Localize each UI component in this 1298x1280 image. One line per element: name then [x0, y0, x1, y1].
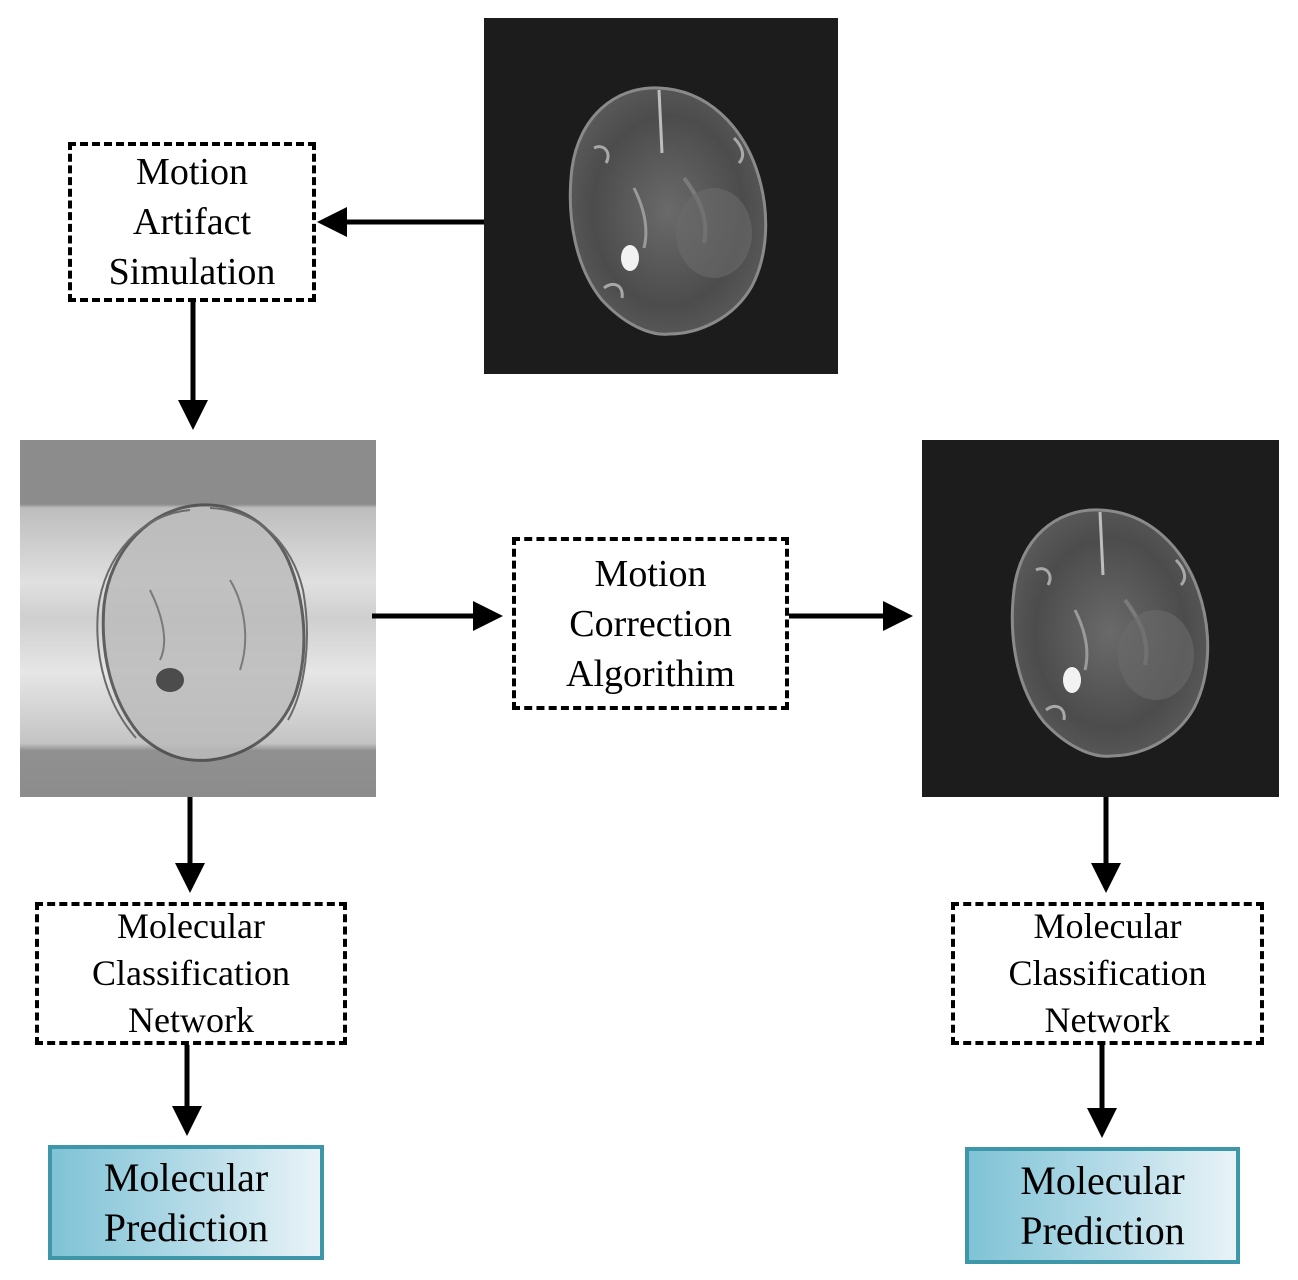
- classifier-right-line-1: Molecular: [1033, 906, 1182, 946]
- motion-corrupted-scan: [20, 440, 376, 797]
- molecular-prediction-right-box: Molecular Prediction: [965, 1147, 1240, 1264]
- brain-slice-corrected: [1010, 508, 1210, 758]
- simulation-line-3: Simulation: [108, 251, 276, 293]
- classifier-right-line-3: Network: [1044, 1000, 1171, 1040]
- classifier-left-line-1: Molecular: [117, 906, 265, 946]
- correction-line-2: Correction: [569, 602, 732, 645]
- molecular-prediction-left-box: Molecular Prediction: [48, 1145, 324, 1260]
- prediction-left-line-1: Molecular: [103, 1154, 269, 1200]
- correction-line-1: Motion: [594, 552, 707, 595]
- prediction-right-line-2: Prediction: [1020, 1207, 1185, 1253]
- simulation-line-2: Artifact: [132, 201, 252, 243]
- brain-slice-corrupted: [96, 503, 308, 762]
- brain-slice-original: [568, 86, 768, 336]
- motion-correction-box: Motion Correction Algorithim: [512, 537, 789, 710]
- simulation-line-1: Motion: [136, 151, 248, 193]
- motion-artifact-simulation-box: Motion Artifact Simulation: [68, 142, 316, 302]
- classifier-left-line-2: Classification: [92, 953, 290, 993]
- corrected-mri-scan: [922, 440, 1279, 797]
- classifier-right-line-2: Classification: [1008, 953, 1207, 993]
- prediction-right-line-1: Molecular: [1020, 1157, 1185, 1203]
- original-mri-scan: [484, 18, 838, 374]
- prediction-left-line-2: Prediction: [103, 1204, 269, 1250]
- classifier-left-line-3: Network: [128, 1000, 254, 1040]
- classification-network-left-box: Molecular Classification Network: [35, 902, 347, 1045]
- classification-network-right-box: Molecular Classification Network: [951, 902, 1264, 1045]
- correction-line-3: Algorithim: [566, 652, 735, 695]
